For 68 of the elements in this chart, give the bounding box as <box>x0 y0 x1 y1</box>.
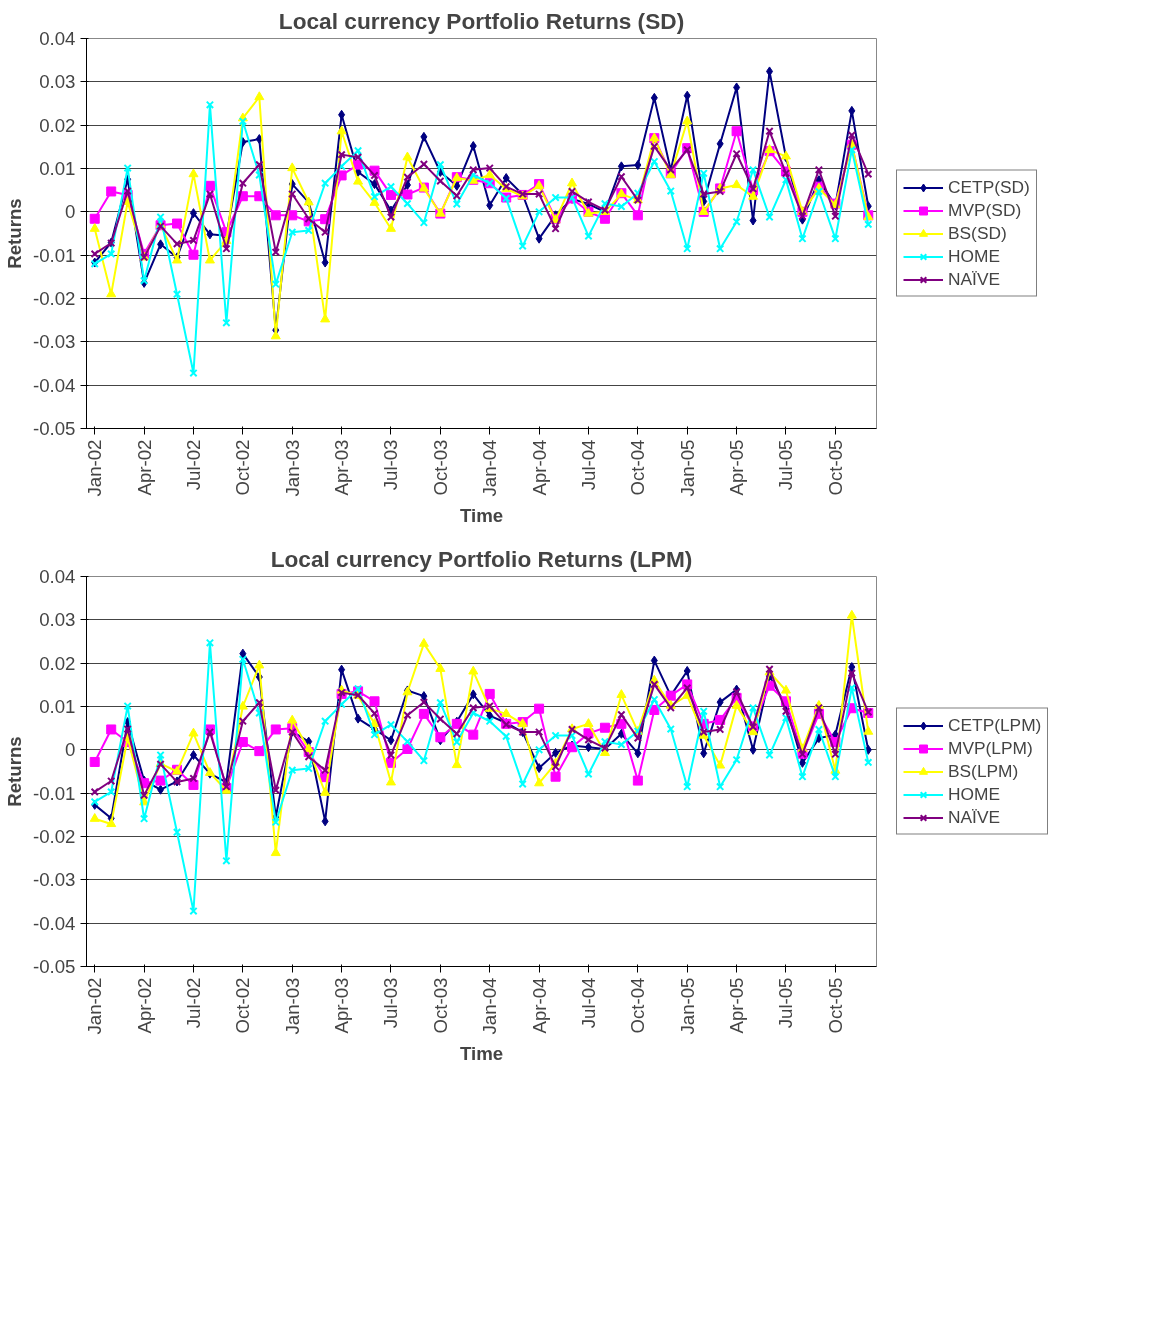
x-tick-label: Jan-04 <box>479 439 501 497</box>
legend-label: CETP(LPM) <box>948 714 1042 736</box>
legend-label: BS(SD) <box>948 222 1007 244</box>
x-tick-label: Jan-03 <box>281 977 303 1035</box>
chart-title: Local currency Portfolio Returns (SD) <box>278 7 685 34</box>
x-tick-label: Oct-05 <box>824 439 846 496</box>
y-tick-label: 0.02 <box>39 652 76 674</box>
x-tick-label: Oct-02 <box>232 439 254 496</box>
y-tick-label: 0.01 <box>39 696 76 717</box>
x-tick-label: Oct-02 <box>232 977 254 1034</box>
y-tick-label: -0.02 <box>32 826 76 847</box>
x-tick-label: Jan-05 <box>676 439 698 497</box>
y-tick-label: -0.04 <box>32 374 76 396</box>
x-tick-label: Jul-04 <box>577 977 599 1029</box>
x-tick-label: Jul-02 <box>182 439 204 491</box>
x-tick-label: Jan-02 <box>84 439 106 497</box>
y-tick-label: -0.05 <box>32 418 76 439</box>
y-tick-label: 0.02 <box>39 114 76 136</box>
x-tick-label: Apr-05 <box>726 439 748 496</box>
y-tick-label: -0.02 <box>32 288 76 309</box>
x-tick-label: Jan-03 <box>281 439 303 497</box>
y-axis-title: Returns <box>3 736 25 807</box>
y-tick-label: 0.04 <box>39 28 76 49</box>
legend-label: MVP(LPM) <box>948 737 1033 759</box>
legend-label: NAÏVE <box>948 806 1001 828</box>
x-tick-label: Apr-03 <box>331 977 353 1034</box>
x-tick-label: Apr-04 <box>528 977 550 1034</box>
x-tick-label: Apr-02 <box>133 439 155 496</box>
x-tick-label: Apr-02 <box>133 977 155 1034</box>
y-tick-label: 0.01 <box>39 158 76 179</box>
y-tick-label: -0.01 <box>32 782 76 804</box>
x-tick-label: Apr-05 <box>726 977 748 1034</box>
x-tick-label: Oct-03 <box>429 977 451 1034</box>
y-tick-label: 0 <box>65 201 76 223</box>
y-tick-label: 0.03 <box>39 71 76 93</box>
x-tick-label: Jan-05 <box>676 977 698 1035</box>
y-tick-label: -0.03 <box>32 331 76 353</box>
x-tick-label: Jul-02 <box>182 977 204 1029</box>
y-tick-label: -0.05 <box>32 956 76 977</box>
x-tick-label: Jul-05 <box>775 977 797 1029</box>
legend-label: CETP(SD) <box>948 176 1030 198</box>
x-tick-label: Jul-04 <box>577 439 599 491</box>
x-tick-label: Jul-03 <box>380 977 402 1029</box>
x-tick-label: Oct-04 <box>627 439 649 496</box>
y-tick-label: -0.03 <box>32 869 76 891</box>
x-tick-label: Apr-03 <box>331 439 353 496</box>
x-axis-title: Time <box>459 1042 504 1064</box>
legend-label: MVP(SD) <box>948 199 1022 221</box>
legend-label: HOME <box>948 783 1000 805</box>
x-tick-label: Oct-05 <box>824 977 846 1034</box>
x-tick-label: Jan-04 <box>479 977 501 1035</box>
x-tick-label: Oct-04 <box>627 977 649 1034</box>
y-tick-label: 0.04 <box>39 566 76 587</box>
x-tick-label: Oct-03 <box>429 439 451 496</box>
y-tick-label: 0 <box>65 739 76 761</box>
legend-label: BS(LPM) <box>948 760 1019 782</box>
legend-label: HOME <box>948 245 1000 267</box>
chart-title: Local currency Portfolio Returns (LPM) <box>270 545 693 572</box>
y-axis-title: Returns <box>3 198 25 269</box>
y-tick-label: -0.04 <box>32 912 76 934</box>
x-tick-label: Apr-04 <box>528 439 550 496</box>
x-axis-title: Time <box>459 504 504 526</box>
legend-label: NAÏVE <box>948 268 1001 290</box>
y-tick-label: 0.03 <box>39 609 76 631</box>
x-tick-label: Jan-02 <box>84 977 106 1035</box>
y-tick-label: -0.01 <box>32 244 76 266</box>
x-tick-label: Jul-03 <box>380 439 402 491</box>
x-tick-label: Jul-05 <box>775 439 797 491</box>
